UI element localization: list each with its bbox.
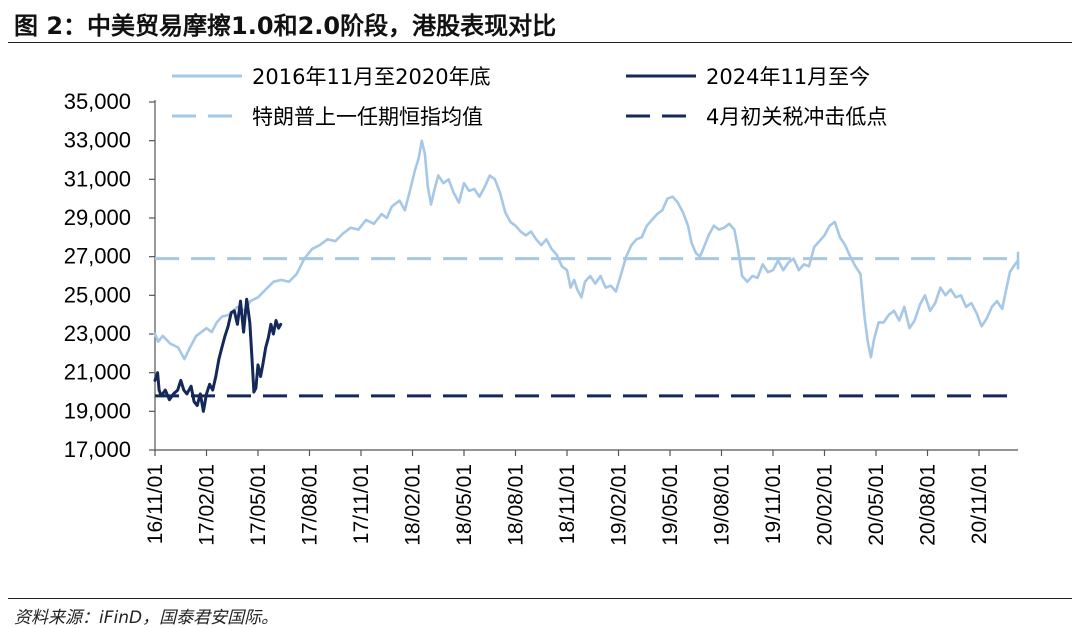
y-tick-label: 19,000 — [64, 398, 131, 423]
legend-label: 2024年11月至今 — [706, 65, 870, 89]
x-tick-label: 18/11/01 — [556, 464, 579, 544]
series-lines — [153, 139, 1020, 413]
x-tick-label: 18/08/01 — [505, 464, 528, 546]
x-tick-label: 20/05/01 — [865, 464, 888, 546]
x-tick-label: 19/08/01 — [711, 464, 734, 546]
series-2024-now-line — [153, 297, 283, 413]
y-tick-label: 35,000 — [64, 89, 131, 114]
x-tick-label: 19/02/01 — [608, 464, 631, 546]
x-tick-label: 17/11/01 — [350, 464, 373, 544]
legend-label: 特朗普上一任期恒指均值 — [252, 105, 483, 129]
x-tick-label: 18/05/01 — [453, 464, 476, 546]
x-tick-label: 19/11/01 — [762, 464, 785, 544]
x-tick-label: 17/02/01 — [196, 464, 219, 546]
figure-title: 图 2：中美贸易摩擦1.0和2.0阶段，港股表现对比 — [14, 12, 557, 40]
x-tick-label: 20/11/01 — [968, 464, 991, 544]
legend-label: 4月初关税冲击低点 — [706, 105, 887, 129]
y-tick-label: 33,000 — [64, 128, 131, 153]
y-tick-label: 17,000 — [64, 437, 131, 462]
y-tick-label: 31,000 — [64, 166, 131, 191]
y-tick-label: 23,000 — [64, 321, 131, 346]
axes: 17,000 19,000 21,000 23,000 25,000 27,000 29,0… — [64, 89, 1018, 546]
y-tick-label: 25,000 — [64, 282, 131, 307]
x-tick-label: 17/05/01 — [247, 464, 270, 546]
series-2016-2020-line — [153, 139, 1020, 361]
source-note: 资料来源：iFinD，国泰君安国际。 — [14, 608, 279, 628]
x-tick-label: 16/11/01 — [144, 464, 167, 544]
y-tick-label: 27,000 — [64, 244, 131, 269]
top-rule — [8, 42, 1072, 43]
x-tick-label: 17/08/01 — [299, 464, 322, 546]
x-tick-label: 20/08/01 — [917, 464, 940, 546]
y-tick-label: 21,000 — [64, 360, 131, 385]
x-tick-label: 19/05/01 — [659, 464, 682, 546]
y-tick-label: 29,000 — [64, 205, 131, 230]
x-tick-label: 18/02/01 — [402, 464, 425, 546]
bottom-rule — [8, 598, 1072, 599]
legend-label: 2016年11月至2020年底 — [252, 65, 491, 89]
x-tick-label: 20/02/01 — [814, 464, 837, 546]
